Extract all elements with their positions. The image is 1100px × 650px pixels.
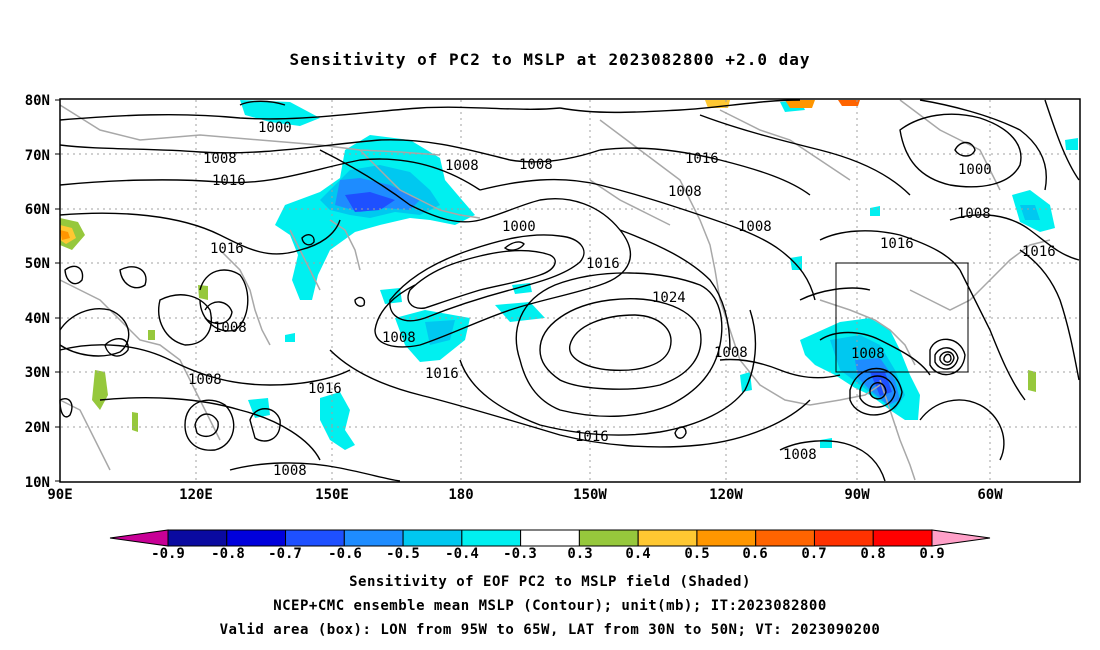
lon-label: 150W (573, 487, 607, 503)
latitude-labels: 80N 70N 60N 50N 40N 30N 20N 10N (25, 93, 50, 491)
contour-label: 1008 (203, 151, 237, 167)
lon-label: 60W (977, 487, 1003, 503)
mslp-contours (59, 99, 1080, 482)
longitude-labels: 90E 120E 150E 180 150W 120W 90W 60W (47, 487, 1003, 503)
lon-label: 180 (448, 487, 473, 503)
lon-label: 90E (47, 487, 72, 503)
contour-label: 1008 (188, 372, 222, 388)
valid-area-box (835, 262, 969, 373)
colorbar-label: -0.5 (386, 546, 420, 562)
contour-label: 1016 (212, 173, 246, 189)
lat-label: 60N (25, 202, 50, 218)
lat-label: 50N (25, 256, 50, 272)
colorbar-cell (343, 529, 404, 547)
colorbar-cell (755, 529, 815, 547)
colorbar-label: -0.8 (211, 546, 245, 562)
colorbar (109, 529, 991, 547)
colorbar-cell (813, 529, 874, 547)
colorbar-label: 0.8 (860, 546, 885, 562)
contour-label: 1016 (575, 429, 609, 445)
contour-label: 1016 (308, 381, 342, 397)
contour-label: 1008 (738, 219, 772, 235)
lat-label: 40N (25, 311, 50, 327)
colorbar-label: -0.9 (151, 546, 185, 562)
colorbar-cell (637, 529, 698, 547)
colorbar-label: 0.9 (919, 546, 944, 562)
contour-label: 1000 (958, 162, 992, 178)
contour-label: 1000 (258, 120, 292, 136)
lat-label: 20N (25, 420, 50, 436)
contour-label: 1016 (425, 366, 459, 382)
contour-label: 1016 (210, 241, 244, 257)
tick-marks (55, 99, 60, 482)
contour-label: 1008 (783, 447, 817, 463)
lon-label: 120W (709, 487, 743, 503)
contour-label: 1016 (685, 151, 719, 167)
lon-label: 90W (844, 487, 870, 503)
map-frame (59, 98, 1081, 483)
lon-label: 120E (179, 487, 213, 503)
colorbar-label: 0.6 (742, 546, 767, 562)
caption-line-3: Valid area (box): LON from 95W to 65W, L… (219, 622, 881, 638)
contour-label-group: 1000 1008 1016 1008 1008 1008 1016 1016 … (188, 120, 1056, 479)
colorbar-label: 0.5 (684, 546, 709, 562)
contour-label: 1008 (851, 346, 885, 362)
lat-label: 30N (25, 365, 50, 381)
contour-label: 1008 (714, 345, 748, 361)
contour-label: 1016 (586, 256, 620, 272)
colorbar-cell (872, 529, 933, 547)
shaded-sensitivity (60, 100, 1078, 450)
colorbar-label: -0.6 (328, 546, 362, 562)
lat-label: 10N (25, 475, 50, 491)
contour-label: 1008 (668, 184, 702, 200)
colorbar-label: 0.7 (801, 546, 826, 562)
colorbar-cell (578, 529, 639, 547)
colorbar-cell (402, 529, 463, 547)
contour-label: 1024 (652, 290, 686, 306)
colorbar-label: -0.3 (503, 546, 537, 562)
lat-label: 70N (25, 148, 50, 164)
lon-label: 150E (315, 487, 349, 503)
colorbar-cell (696, 529, 757, 547)
contour-label: 1008 (519, 157, 553, 173)
contour-label: 1008 (213, 320, 247, 336)
colorbar-label: 0.4 (625, 546, 650, 562)
colorbar-cell (226, 529, 287, 547)
colorbar-labels: -0.9 -0.8 -0.7 -0.6 -0.5 -0.4 -0.3 0.3 0… (151, 546, 945, 562)
colorbar-cell (167, 529, 228, 547)
colorbar-cell (520, 529, 580, 547)
colorbar-low-triangle (109, 529, 169, 547)
contour-label: 1016 (880, 236, 914, 252)
colorbar-high-triangle (931, 529, 991, 547)
contour-label: 1016 (1022, 244, 1056, 260)
lat-label: 80N (25, 93, 50, 109)
colorbar-label: -0.4 (445, 546, 479, 562)
coastlines (59, 99, 1051, 481)
contour-label: 1008 (382, 330, 416, 346)
caption-line-1: Sensitivity of EOF PC2 to MSLP field (Sh… (349, 574, 751, 590)
map-title: Sensitivity of PC2 to MSLP at 2023082800… (289, 50, 811, 69)
colorbar-label: 0.3 (567, 546, 592, 562)
contour-label: 1000 (502, 219, 536, 235)
contour-label: 1008 (957, 206, 991, 222)
colorbar-label: -0.7 (268, 546, 302, 562)
colorbar-cell (285, 529, 345, 547)
contour-label: 1008 (273, 463, 307, 479)
caption-line-2: NCEP+CMC ensemble mean MSLP (Contour); u… (273, 598, 827, 614)
colorbar-cell (461, 529, 522, 547)
contour-label: 1008 (445, 158, 479, 174)
